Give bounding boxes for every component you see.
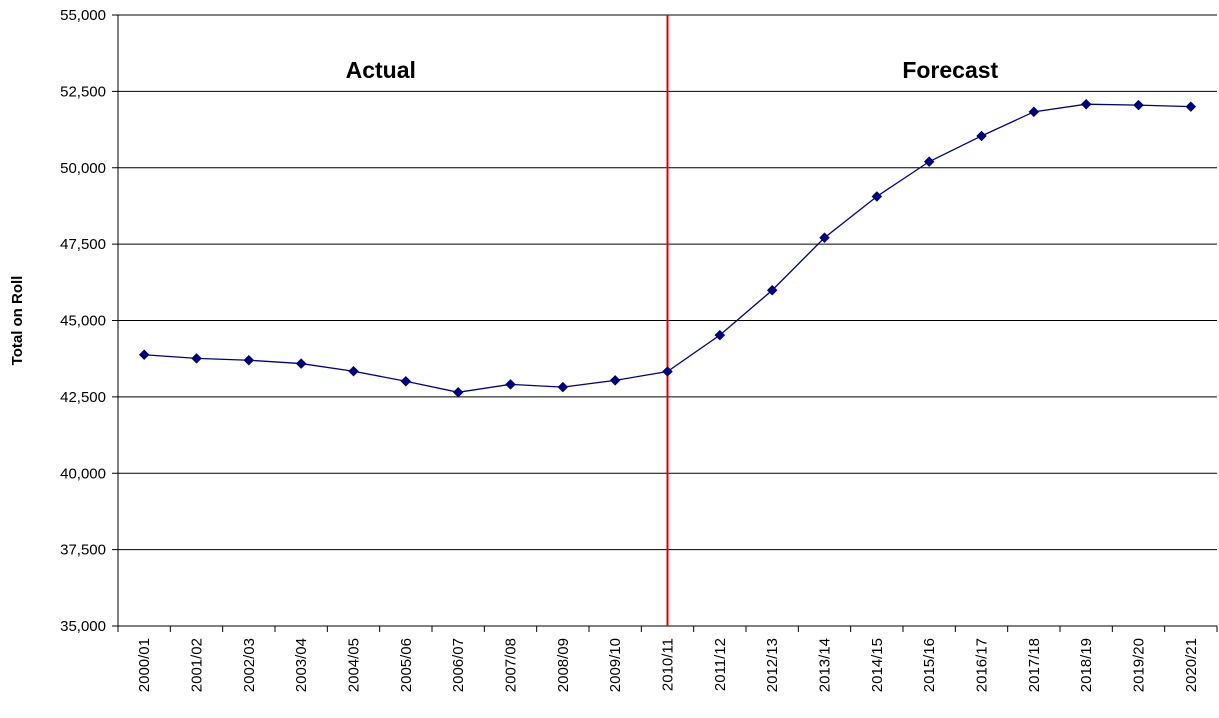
y-tick-label: 52,500 [60, 83, 106, 100]
data-point [609, 375, 621, 386]
data-point [138, 349, 150, 361]
x-tick-label: 2019/20 [1131, 638, 1148, 692]
x-tick-label: 2011/12 [712, 638, 729, 691]
series-total-on-roll [138, 98, 1197, 398]
y-tick-label: 50,000 [60, 160, 106, 177]
data-point [1028, 106, 1040, 118]
y-tick-label: 35,000 [60, 618, 106, 635]
y-tick-label: 40,000 [60, 465, 106, 482]
y-tick-label: 42,500 [60, 389, 106, 406]
x-tick-label: 2018/19 [1078, 638, 1095, 692]
data-point [1133, 99, 1144, 111]
x-tick-label: 2005/06 [398, 638, 415, 692]
x-tick-label: 2004/05 [346, 638, 363, 692]
x-tick-label: 2006/07 [450, 638, 467, 692]
y-tick-label: 55,000 [60, 7, 106, 24]
data-point [871, 191, 883, 202]
data-point [923, 156, 935, 167]
data-point [400, 375, 412, 387]
x-tick-label: 2008/09 [555, 638, 572, 692]
data-point [714, 329, 726, 341]
x-tick-label: 2010/11 [660, 638, 677, 691]
x-tick-label: 2014/15 [869, 638, 886, 692]
data-point [766, 284, 778, 296]
data-point [505, 378, 516, 390]
y-axis-title: Total on Roll [9, 276, 26, 366]
data-point [295, 358, 307, 369]
y-tick-label: 37,500 [60, 542, 106, 559]
data-point [452, 386, 464, 398]
data-point [348, 365, 359, 377]
y-axis-ticks: 35,000 37,500 40,000 42,500 45,000 47,500 50,0… [60, 7, 118, 635]
data-point [1185, 101, 1197, 113]
x-axis-ticks: 2000/01 2001/02 2002/03 2003/04 2004/05 2005/… [117, 626, 1218, 692]
x-tick-label: 2015/16 [921, 638, 938, 692]
x-tick-label: 2013/14 [817, 638, 834, 692]
data-point [557, 381, 569, 393]
data-point [662, 366, 673, 377]
x-tick-label: 2012/13 [764, 638, 781, 692]
data-point [243, 354, 255, 366]
y-tick-label: 47,500 [60, 236, 106, 253]
x-tick-label: 2000/01 [136, 638, 153, 692]
data-point [819, 232, 830, 244]
x-tick-label: 2016/17 [974, 638, 991, 692]
data-point [191, 353, 202, 364]
x-tick-label: 2007/08 [503, 638, 520, 692]
x-tick-label: 2020/21 [1183, 638, 1200, 692]
y-tick-label: 45,000 [60, 313, 106, 330]
region-label-actual: Actual [346, 57, 416, 83]
data-point [1080, 98, 1092, 110]
x-tick-label: 2001/02 [189, 638, 206, 692]
data-point [976, 130, 987, 142]
x-tick-label: 2017/18 [1026, 638, 1043, 692]
x-tick-label: 2009/10 [607, 638, 624, 692]
x-tick-label: 2002/03 [241, 638, 258, 692]
x-tick-label: 2003/04 [293, 638, 310, 692]
region-label-forecast: Forecast [902, 57, 998, 83]
